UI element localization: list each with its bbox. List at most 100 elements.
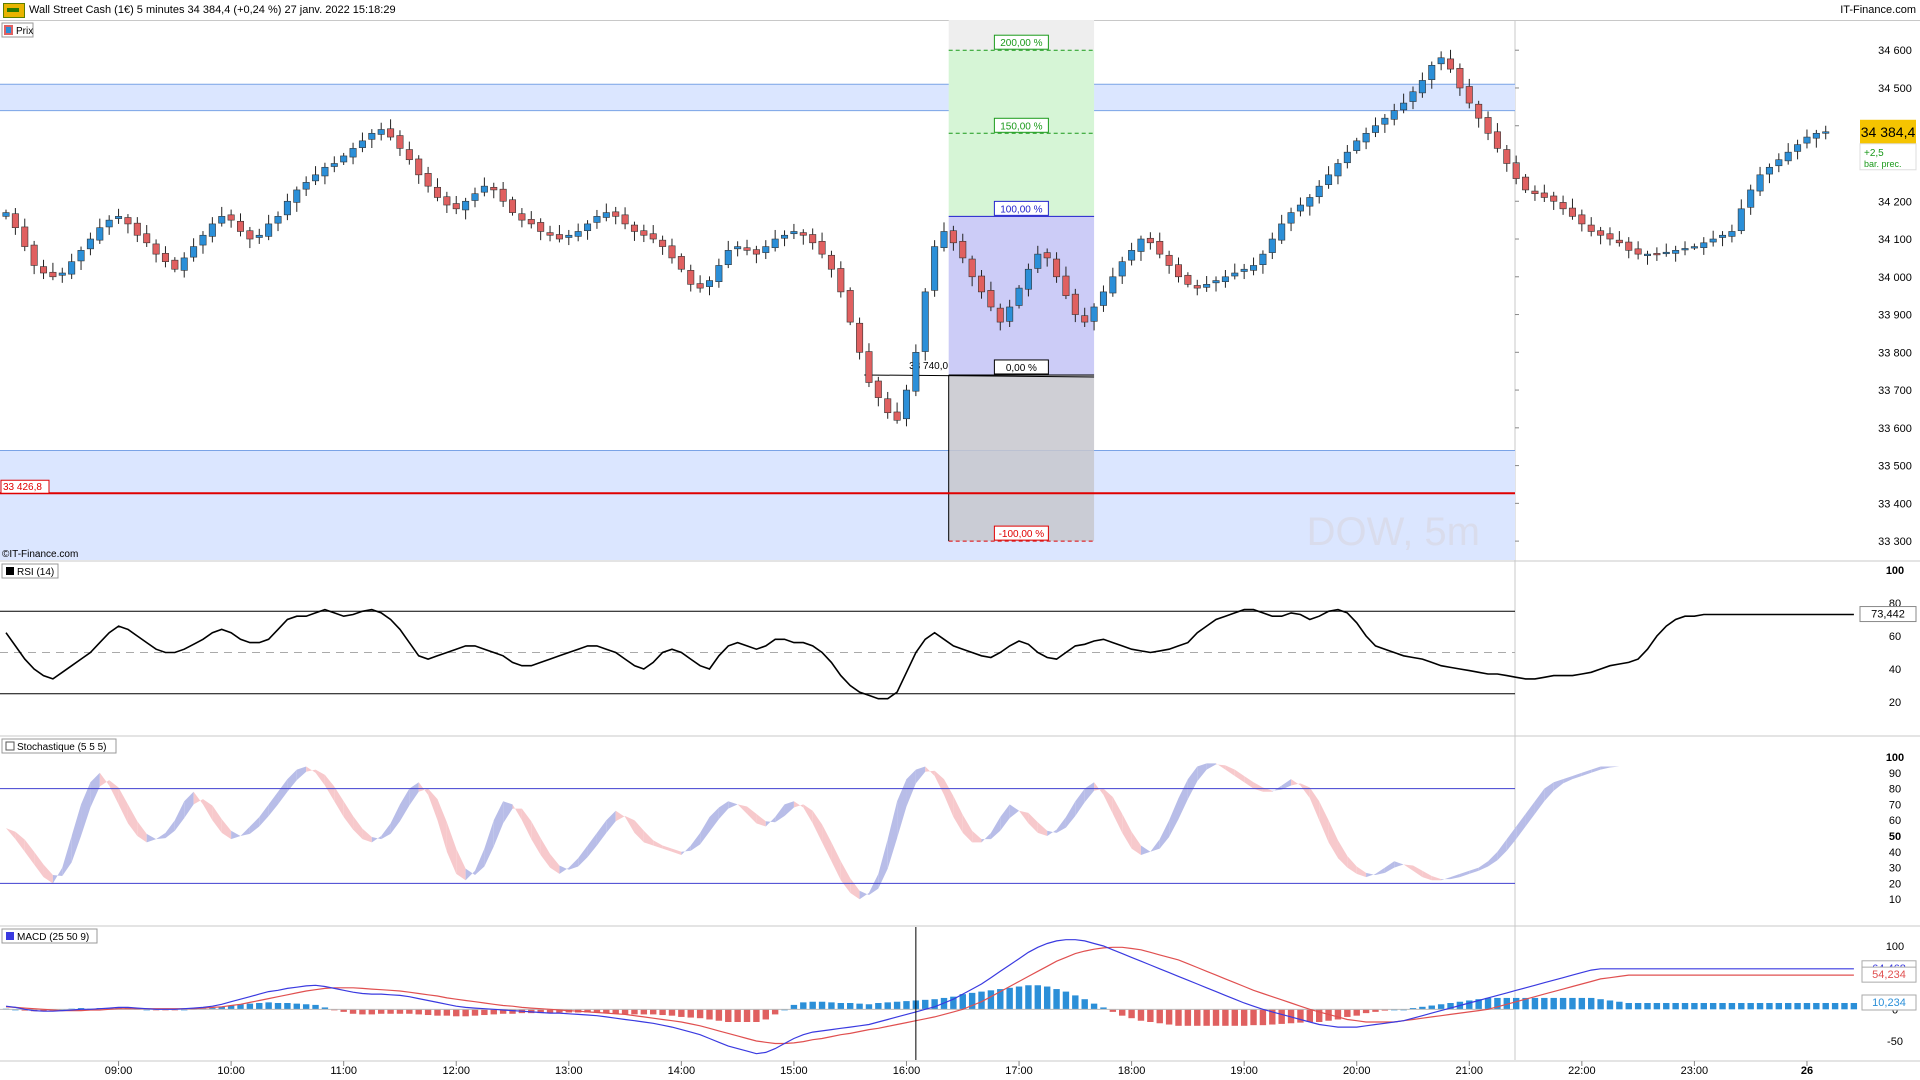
legend-box-macd bbox=[1, 928, 98, 944]
candle-body bbox=[1231, 272, 1239, 277]
macd-histogram-bar bbox=[1606, 1000, 1614, 1010]
stoch-ribbon-segment bbox=[1234, 769, 1245, 783]
macd-histogram-bar bbox=[1034, 985, 1041, 1010]
stoch-ribbon-segment bbox=[184, 791, 194, 819]
macd-histogram-bar bbox=[462, 1009, 469, 1017]
candle-body bbox=[752, 249, 760, 255]
stoch-ribbon-segment bbox=[587, 832, 597, 858]
candle-body bbox=[1606, 233, 1614, 240]
projection-level-label: 0,00 % bbox=[1006, 363, 1037, 374]
stoch-ribbon-segment bbox=[1337, 840, 1348, 868]
macd-histogram-bar bbox=[640, 1009, 648, 1015]
macd-histogram-bar bbox=[1484, 997, 1492, 1010]
stoch-axis-label: 10 bbox=[1889, 894, 1901, 906]
time-axis-label: 18:00 bbox=[1118, 1065, 1146, 1077]
candle-body bbox=[949, 230, 957, 244]
candle-body bbox=[1709, 238, 1717, 243]
macd-histogram-bar bbox=[1165, 1009, 1173, 1025]
stoch-ribbon-segment bbox=[127, 804, 138, 836]
macd-histogram-bar bbox=[1475, 999, 1482, 1010]
stoch-ribbon-segment bbox=[212, 805, 222, 833]
macd-histogram-bar bbox=[378, 1009, 385, 1014]
stoch-ribbon-segment bbox=[1225, 765, 1235, 776]
price-axis-label: 34 600 bbox=[1878, 45, 1912, 57]
macd-histogram-bar bbox=[1494, 997, 1501, 1010]
candle-body bbox=[1071, 293, 1079, 315]
candle-body bbox=[58, 272, 66, 276]
macd-histogram-bar bbox=[922, 999, 929, 1010]
stoch-ribbon-segment bbox=[1516, 813, 1526, 840]
stoch-ribbon-segment bbox=[831, 842, 841, 881]
macd-histogram-bar bbox=[546, 1009, 554, 1014]
macd-histogram-bar bbox=[584, 1009, 591, 1013]
stoch-ribbon-segment bbox=[399, 788, 410, 822]
stoch-ribbon-segment bbox=[1112, 797, 1123, 833]
stoch-ribbon-segment bbox=[700, 817, 710, 845]
stoch-ribbon-segment bbox=[278, 779, 288, 805]
stoch-ribbon-segment bbox=[962, 814, 973, 843]
macd-histogram-bar bbox=[865, 1004, 873, 1010]
candle-body bbox=[584, 223, 592, 232]
projection-label-box bbox=[993, 359, 1049, 375]
title-bar: Wall Street Cash (1€) 5 minutes 34 384,4… bbox=[0, 0, 1920, 21]
chart-area[interactable]: 200,00 %150,00 %100,00 %0,00 %-100,00 %3… bbox=[0, 20, 1920, 1080]
candle-body bbox=[1578, 214, 1586, 225]
macd-histogram-bar bbox=[621, 1009, 629, 1015]
candle-body bbox=[1240, 268, 1248, 272]
stoch-ribbon-segment bbox=[1084, 782, 1095, 803]
stoch-ribbon-segment bbox=[718, 801, 729, 820]
macd-histogram-bar bbox=[1822, 1003, 1829, 1010]
stoch-ribbon-segment bbox=[1413, 865, 1423, 878]
stoch-axis-label: 100 bbox=[1886, 752, 1904, 764]
candle-body bbox=[1203, 284, 1211, 288]
candle-body bbox=[1681, 248, 1689, 251]
candle-body bbox=[21, 226, 29, 247]
candle-body bbox=[1794, 144, 1802, 152]
stoch-ribbon-segment bbox=[1047, 829, 1057, 836]
rsi-axis-label: 100 bbox=[1886, 565, 1904, 577]
legend-swatch-stoch bbox=[5, 741, 15, 751]
candle-body bbox=[734, 246, 742, 250]
candle-body bbox=[480, 185, 488, 193]
candle-body bbox=[1559, 202, 1567, 210]
time-axis-label: 15:00 bbox=[780, 1065, 808, 1077]
stoch-ribbon-segment bbox=[1506, 826, 1517, 851]
stoch-ribbon-segment bbox=[1609, 766, 1620, 768]
candle-body bbox=[565, 234, 573, 238]
macd-histogram-bar bbox=[1043, 986, 1051, 1010]
projection-risk-zone bbox=[948, 374, 1095, 542]
time-axis-label: 19:00 bbox=[1230, 1065, 1258, 1077]
stoch-ribbon-segment bbox=[1459, 870, 1470, 878]
macd-histogram-bar bbox=[1803, 1003, 1811, 1010]
candle-body bbox=[462, 200, 470, 211]
macd-histogram-bar bbox=[1072, 995, 1079, 1010]
stoch-ribbon-segment bbox=[840, 861, 851, 893]
stoch-ribbon-segment bbox=[118, 787, 128, 824]
macd-histogram-bar bbox=[1137, 1009, 1145, 1021]
stoch-ribbon-segment bbox=[803, 804, 813, 824]
stoch-ribbon-segment bbox=[521, 808, 532, 840]
stoch-ribbon-segment bbox=[296, 766, 307, 781]
macd-histogram-bar bbox=[1522, 997, 1529, 1010]
candle-body bbox=[1644, 253, 1652, 256]
candle-body bbox=[1090, 306, 1098, 322]
projection-label-box bbox=[993, 117, 1049, 133]
stoch-ribbon-segment bbox=[1450, 873, 1460, 880]
macd-last-box bbox=[1861, 966, 1917, 983]
stoch-ribbon-segment bbox=[1028, 812, 1038, 833]
candle-body bbox=[124, 217, 132, 225]
macd-histogram-bar bbox=[302, 1004, 310, 1010]
candle-body bbox=[1296, 204, 1304, 212]
candle-body bbox=[921, 291, 929, 352]
candle-body bbox=[1812, 132, 1820, 139]
candle-body bbox=[1625, 241, 1633, 251]
macd-histogram-bar bbox=[237, 1004, 244, 1010]
macd-histogram-bar bbox=[537, 1009, 544, 1014]
stoch-ribbon-segment bbox=[1525, 801, 1535, 827]
stoch-ribbon-segment bbox=[1281, 779, 1292, 790]
stoch-ribbon-segment bbox=[596, 820, 607, 846]
stoch-ribbon-segment bbox=[24, 839, 35, 865]
stoch-ribbon-segment bbox=[747, 806, 757, 824]
macd-histogram-bar bbox=[1269, 1009, 1276, 1025]
macd-histogram-bar bbox=[968, 992, 976, 1010]
